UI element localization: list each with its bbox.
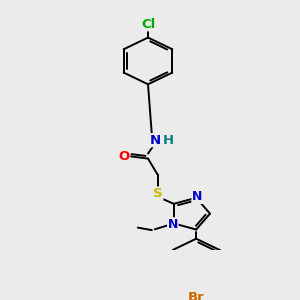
- Text: N: N: [192, 190, 202, 203]
- Text: S: S: [153, 187, 163, 200]
- Text: O: O: [118, 150, 130, 163]
- Text: N: N: [168, 218, 178, 231]
- Text: Br: Br: [188, 291, 205, 300]
- Text: H: H: [162, 134, 174, 147]
- Text: N: N: [149, 134, 161, 147]
- Text: Cl: Cl: [141, 18, 155, 31]
